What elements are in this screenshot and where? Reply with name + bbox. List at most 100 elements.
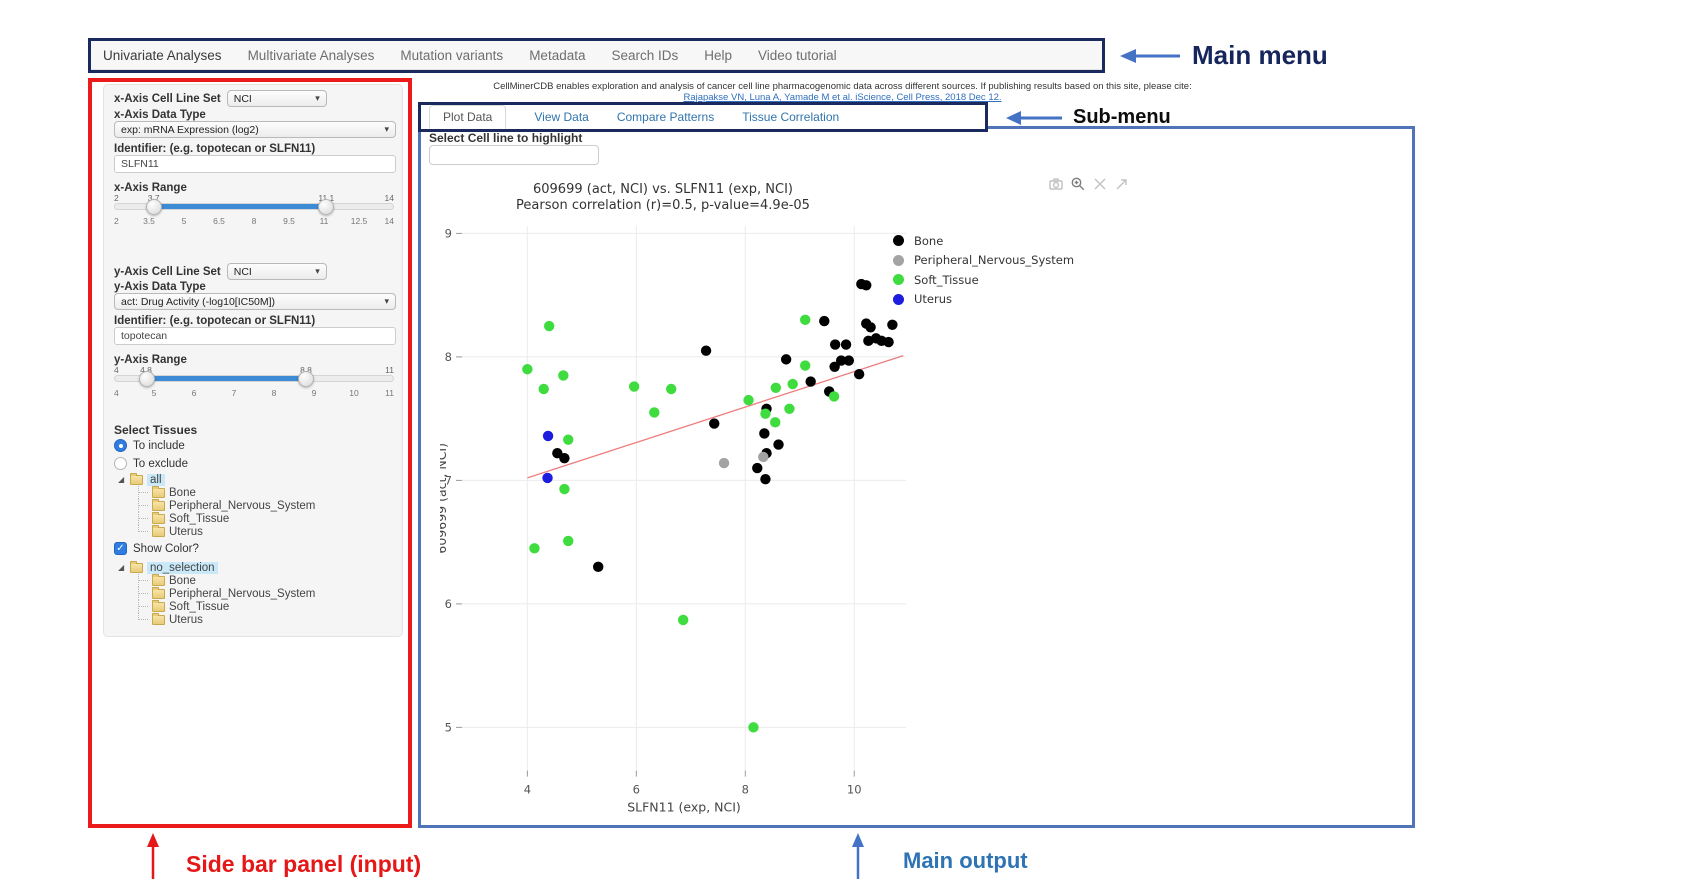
main-menu-item-metadata[interactable]: Metadata [529, 47, 586, 63]
tab-plot-data[interactable]: Plot Data [429, 105, 507, 129]
y-identifier-label: Identifier: (e.g. topotecan or SLFN11) [114, 315, 316, 327]
slider-selected-range [146, 376, 306, 381]
x-range-label: x-Axis Range [114, 182, 187, 194]
tab-tissue-correlation[interactable]: Tissue Correlation [742, 110, 840, 124]
scatter-plot: 4 6 8 10 5 6 7 8 9 SLFN11 (exp, NCI) 609699 (act, … [440, 226, 906, 815]
x-cell-line-set-label: x-Axis Cell Line Set [114, 92, 221, 105]
y-data-type-select[interactable]: act: Drug Activity (-log10[IC50M]) ▾ [114, 293, 396, 310]
tab-view-data[interactable]: View Data [534, 110, 589, 124]
pan-icon[interactable] [1092, 176, 1108, 197]
camera-icon[interactable] [1048, 176, 1064, 197]
data-point-soft-tissue [543, 320, 555, 332]
y-tick-label: 8 [445, 350, 452, 364]
radio-to-include[interactable]: To include [114, 439, 188, 452]
tree-node-label: Peripheral_Nervous_System [169, 587, 316, 600]
legend-item-uterus[interactable]: Uterus [893, 290, 1074, 310]
slider-tick-label: 9 [311, 388, 317, 398]
data-point-bone [883, 336, 894, 348]
x-cell-line-set-select[interactable]: NCI ▾ [226, 90, 327, 107]
slider-handle[interactable] [146, 199, 163, 215]
legend-marker-icon [893, 235, 904, 247]
reset-axes-icon[interactable] [1114, 176, 1130, 197]
citation-link[interactable]: Rajapakse VN, Luna A, Yamade M et al. iS… [683, 92, 1002, 103]
y-range-label: y-Axis Range [114, 354, 187, 366]
plot-toolbar [1048, 176, 1130, 197]
slider-handle[interactable] [297, 371, 314, 387]
slider-track[interactable] [114, 199, 394, 215]
main-menu-item-mutation-variants[interactable]: Mutation variants [400, 47, 504, 63]
tree-node-no-selection[interactable]: ◢ no_selection [118, 560, 315, 574]
tree-node-bone[interactable]: Bone [118, 485, 315, 499]
legend-label: Soft_Tissue [914, 272, 979, 287]
legend-item-soft-tissue[interactable]: Soft_Tissue [893, 270, 1074, 290]
tab-compare-patterns[interactable]: Compare Patterns [616, 110, 715, 124]
slider-track[interactable] [114, 371, 394, 387]
show-color-checkbox[interactable]: ✓ Show Color? [114, 542, 199, 555]
tree-node-label: no_selection [147, 561, 218, 574]
data-point-soft-tissue [677, 614, 689, 626]
data-point-bone [752, 462, 763, 474]
data-point-bone [700, 345, 712, 356]
radio-to-exclude[interactable]: To exclude [114, 457, 188, 470]
tree-node-label: Uterus [169, 525, 203, 538]
folder-icon [130, 560, 143, 573]
x-identifier-label: Identifier: (e.g. topotecan or SLFN11) [114, 143, 316, 155]
legend-label: Peripheral_Nervous_System [914, 253, 1075, 268]
tree-node-all[interactable]: ◢ all [118, 472, 315, 486]
y-tick-label: 7 [445, 473, 452, 487]
y-tick-label: 5 [445, 720, 452, 734]
data-point-soft-tissue [563, 535, 574, 547]
legend-marker-icon [893, 254, 904, 266]
main-menu-item-search-ids[interactable]: Search IDs [611, 47, 679, 63]
slider-handle[interactable] [317, 199, 334, 215]
slider-tick-label: 7 [231, 388, 237, 398]
y-data-type-label: y-Axis Data Type [114, 281, 206, 293]
tree-node-uterus[interactable]: Uterus [118, 612, 315, 626]
main-output-box [418, 126, 1415, 828]
x-axis-title: SLFN11 (exp, NCI) [627, 800, 741, 815]
data-point-soft-tissue [828, 391, 840, 402]
slider-tick-label: 9.5 [283, 216, 295, 226]
data-point-soft-tissue [563, 434, 574, 445]
main-menu-item-univariate-analyses[interactable]: Univariate Analyses [103, 47, 222, 63]
citation-text: CellMinerCDB enables exploration and ana… [493, 81, 1192, 92]
legend-label: Uterus [914, 292, 953, 307]
y-range-slider[interactable]: 4 4.8 8.8 11 4 5 6 7 8 9 10 11 [114, 365, 394, 398]
x-tick-label: 6 [633, 783, 640, 797]
main-menu-item-video-tutorial[interactable]: Video tutorial [758, 47, 837, 63]
plot-title: 609699 (act, NCI) vs. SLFN11 (exp, NCI) [532, 182, 793, 197]
tree-node-uterus[interactable]: Uterus [118, 524, 315, 538]
radio-button-icon [114, 439, 127, 452]
legend-item-peripheral-nervous-system[interactable]: Peripheral_Nervous_System [893, 251, 1074, 271]
main-menu-item-multivariate-analyses[interactable]: Multivariate Analyses [247, 47, 375, 63]
slider-handle[interactable] [138, 371, 155, 387]
data-point-bone [835, 355, 847, 366]
tree-node-soft-tissue[interactable]: Soft_Tissue [118, 599, 315, 613]
y-identifier-input[interactable]: topotecan [114, 327, 396, 345]
x-range-slider[interactable]: 2 3.7 11.1 14 2 3.5 5 6.5 8 9.5 11 12.5 14 [114, 193, 394, 226]
submenu-annotation: Sub-menu [1073, 106, 1171, 128]
legend-item-bone[interactable]: Bone [893, 231, 1074, 251]
tree-node-bone[interactable]: Bone [118, 573, 315, 587]
x-data-type-select[interactable]: exp: mRNA Expression (log2) ▾ [114, 121, 396, 138]
data-point-soft-tissue [529, 543, 540, 554]
data-point-bone [843, 355, 854, 366]
data-point-bone [819, 315, 830, 327]
highlight-cell-line-input[interactable] [429, 145, 599, 165]
plot-legend: Bone Peripheral_Nervous_System Soft_Tissue… [893, 231, 1074, 309]
data-point-soft-tissue [558, 370, 569, 381]
folder-icon [152, 612, 165, 625]
tree-node-soft-tissue[interactable]: Soft_Tissue [118, 511, 315, 525]
x-identifier-input[interactable]: SLFN11 [114, 155, 396, 173]
legend-marker-icon [893, 293, 904, 305]
tree-node-peripheral-nervous-system[interactable]: Peripheral_Nervous_System [118, 586, 316, 600]
zoom-icon[interactable] [1070, 176, 1086, 197]
chevron-down-icon: ▾ [384, 124, 389, 134]
main-menu-item-help[interactable]: Help [704, 47, 733, 63]
data-point-bone [760, 473, 771, 485]
x-tick-label: 4 [524, 783, 531, 797]
data-point-bone [592, 561, 604, 573]
main-menu-box: Univariate Analyses Multivariate Analyses… [88, 38, 1105, 73]
tree-node-peripheral-nervous-system[interactable]: Peripheral_Nervous_System [118, 498, 315, 512]
y-cell-line-set-select[interactable]: NCI ▾ [226, 263, 327, 280]
